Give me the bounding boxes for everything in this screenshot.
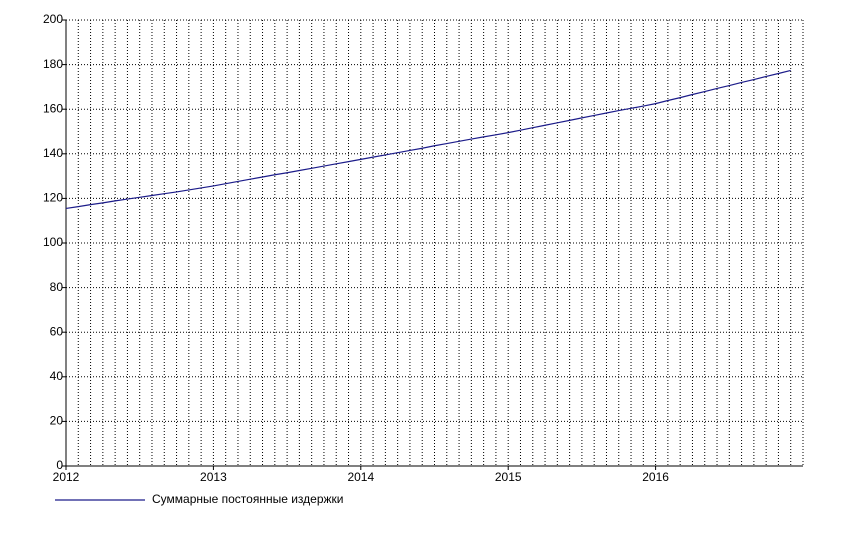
y-tick-label: 20 — [50, 414, 64, 428]
series-line — [65, 69, 791, 210]
x-tick-label: 2014 — [347, 470, 374, 484]
y-tick-label: 60 — [50, 324, 64, 338]
y-tick-label: 180 — [43, 57, 63, 71]
y-tick-label: 120 — [43, 191, 63, 205]
x-tick-label: 2012 — [53, 470, 80, 484]
y-tick-label: 200 — [43, 12, 63, 26]
y-tick-label: 0 — [56, 458, 63, 472]
y-tick-label: 160 — [43, 101, 63, 115]
x-tick-label: 2015 — [495, 470, 522, 484]
y-tick-label: 100 — [43, 235, 63, 249]
y-tick-label: 80 — [50, 280, 64, 294]
y-tick-label: 140 — [43, 146, 63, 160]
legend-label: Суммарные постоянные издержки — [152, 492, 344, 506]
x-tick-label: 2013 — [200, 470, 227, 484]
x-tick-label: 2016 — [642, 470, 669, 484]
y-tick-label: 40 — [50, 369, 64, 383]
